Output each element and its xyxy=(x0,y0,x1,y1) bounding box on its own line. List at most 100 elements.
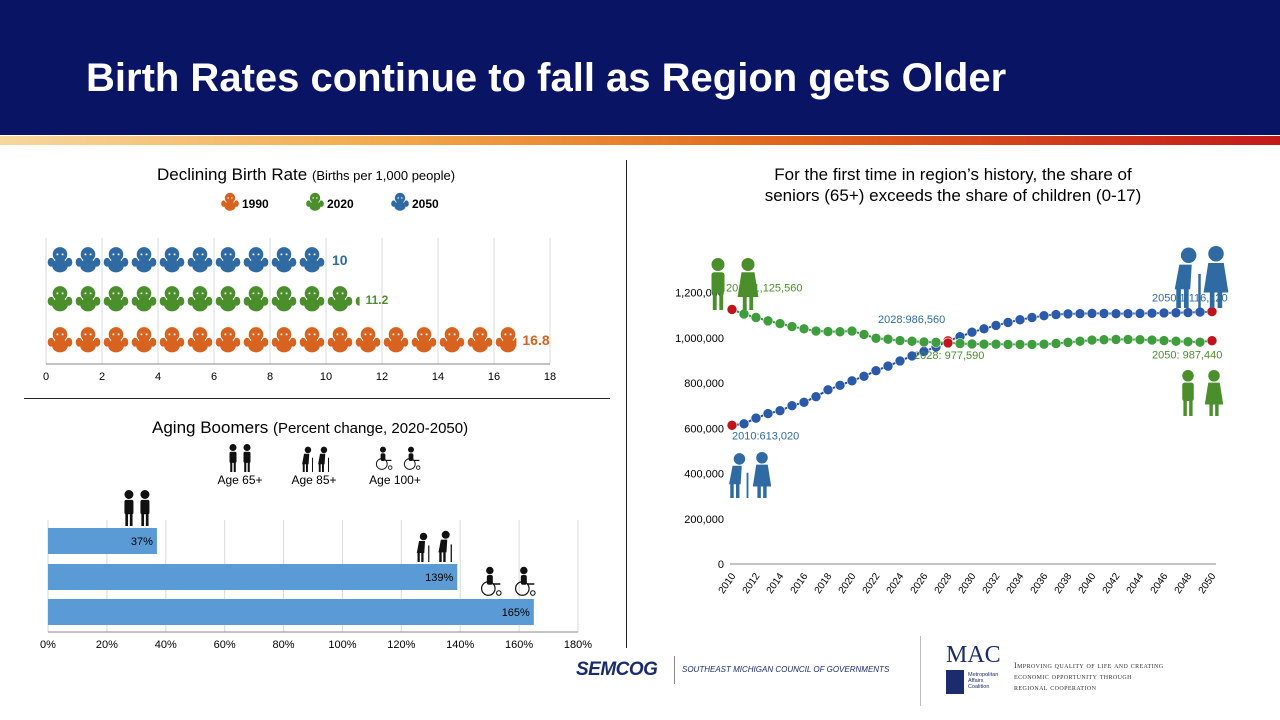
baby-arm xyxy=(243,257,251,267)
baby-head xyxy=(472,327,488,342)
data-point xyxy=(738,418,750,430)
baby-body xyxy=(360,338,376,353)
data-point xyxy=(918,336,930,348)
mac-tagline-line: regional cooperation xyxy=(1014,683,1097,692)
age-group-label: Age 85+ xyxy=(291,473,336,487)
x-tick-label: 140% xyxy=(446,639,474,651)
senior-icon xyxy=(752,452,772,498)
x-tick-label: 8 xyxy=(267,371,273,383)
baby-eye xyxy=(173,333,176,336)
baby-eye xyxy=(257,333,260,336)
baby-arm xyxy=(299,296,307,306)
baby-arm xyxy=(103,337,111,347)
legend-baby-icon xyxy=(221,192,239,211)
birth-chart-title-note: (Births per 1,000 people) xyxy=(311,168,456,183)
data-point xyxy=(1038,310,1050,321)
baby-body xyxy=(52,258,68,273)
senior-icon xyxy=(1203,246,1229,308)
x-tick-label: 2030 xyxy=(957,571,979,596)
y-tick-label: 400,000 xyxy=(684,469,724,481)
baby-eye xyxy=(231,197,233,199)
baby-head xyxy=(276,327,292,342)
baby-eye xyxy=(252,333,255,336)
data-point xyxy=(1122,308,1134,319)
baby-arm xyxy=(187,296,195,306)
data-point xyxy=(1170,307,1182,319)
mac-logo-subtitle: Metropolitan Affairs Coalition xyxy=(968,672,998,690)
bar-baby-icon xyxy=(159,327,185,353)
wheelchair-wheel xyxy=(480,581,496,596)
baby-arm xyxy=(215,337,223,347)
senior-couple-icon xyxy=(140,490,150,526)
x-tick-label: 80% xyxy=(273,639,295,651)
child-icon xyxy=(1204,370,1224,416)
baby-head xyxy=(108,327,124,342)
baby-arm xyxy=(373,337,381,347)
data-point xyxy=(1074,308,1086,319)
aging-chart-title-note: (Percent change, 2020-2050) xyxy=(272,420,469,437)
x-tick-label: 2048 xyxy=(1173,571,1195,596)
baby-head xyxy=(80,247,96,262)
bar-baby-icon xyxy=(327,327,353,353)
baby-arm xyxy=(149,337,157,347)
data-annotation: 2010:613,020 xyxy=(732,430,799,442)
data-point xyxy=(1122,334,1134,345)
baby-eye xyxy=(145,333,148,336)
data-point xyxy=(1086,334,1098,346)
baby-eye xyxy=(117,292,120,295)
baby-arm xyxy=(411,337,419,347)
baby-head xyxy=(360,327,376,342)
baby-eye xyxy=(420,333,423,336)
baby-eye xyxy=(504,333,507,336)
baby-head xyxy=(80,327,96,342)
elder-body xyxy=(438,539,448,553)
data-point xyxy=(990,338,1002,350)
baby-eye xyxy=(313,292,316,295)
baby-body xyxy=(248,258,264,273)
baby-arm xyxy=(299,337,307,347)
person-body xyxy=(243,451,251,463)
bar-baby-icon xyxy=(299,327,325,353)
baby-head xyxy=(332,327,348,342)
baby-eye xyxy=(341,333,344,336)
baby-eye xyxy=(145,253,148,256)
baby-arm xyxy=(187,257,195,267)
data-point xyxy=(966,338,978,350)
baby-eye xyxy=(224,292,227,295)
data-point xyxy=(1050,309,1062,320)
aging-chart-title-main: Aging Boomers xyxy=(152,418,269,437)
mac-logo: MAC xyxy=(946,642,1001,668)
baby-eye xyxy=(453,333,456,336)
person-leg xyxy=(1209,399,1213,416)
bar-baby-icon xyxy=(187,247,213,273)
bar xyxy=(48,564,458,590)
bar-baby-icon xyxy=(215,247,241,273)
x-tick-label: 2012 xyxy=(741,571,763,596)
baby-arm xyxy=(159,257,167,267)
wheelchair-icon xyxy=(403,446,421,470)
bar-baby-icon xyxy=(243,327,269,353)
baby-body xyxy=(164,297,180,312)
data-point xyxy=(1026,339,1038,350)
baby-arm xyxy=(149,296,157,306)
baby-arm xyxy=(131,337,139,347)
baby-eye xyxy=(285,333,288,336)
baby-arm xyxy=(383,337,391,347)
bar-baby-icon xyxy=(131,286,157,312)
data-point xyxy=(1026,312,1038,323)
baby-arm xyxy=(177,337,185,347)
baby-eye xyxy=(397,197,399,199)
baby-arm xyxy=(327,296,335,306)
senior-couple-icon xyxy=(243,444,251,472)
baby-body xyxy=(164,338,180,353)
baby-eye xyxy=(229,333,232,336)
data-point xyxy=(822,384,834,396)
wheelchair-head xyxy=(486,566,494,575)
person-body xyxy=(1182,382,1194,402)
wheelchair-wheel xyxy=(415,465,421,470)
baby-arm xyxy=(159,337,167,347)
senior-couple-icon xyxy=(124,490,134,526)
elder-leg xyxy=(730,483,734,498)
baby-body xyxy=(136,297,152,312)
baby-eye xyxy=(448,333,451,336)
